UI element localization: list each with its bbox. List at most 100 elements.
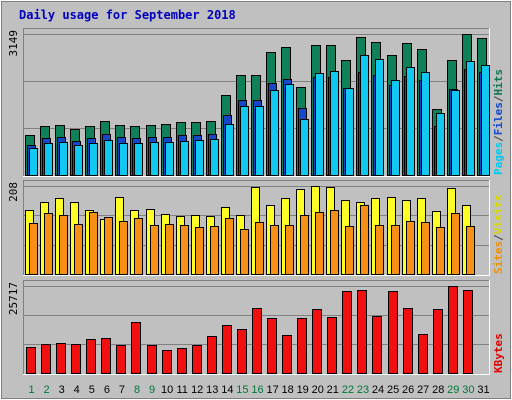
bar-sites-day-28 bbox=[436, 227, 445, 275]
bar-pages-day-21 bbox=[330, 71, 339, 176]
bar-kbytes-day-4 bbox=[71, 344, 81, 374]
bar-pages-day-10 bbox=[165, 142, 174, 176]
bar-kbytes-day-5 bbox=[86, 339, 96, 374]
day-label-23: 23 bbox=[357, 384, 369, 396]
bar-sites-day-18 bbox=[285, 225, 294, 275]
max-value-label: 25717 bbox=[7, 282, 20, 315]
bar-sites-day-13 bbox=[210, 226, 219, 275]
day-label-19: 19 bbox=[297, 384, 309, 396]
day-label-1: 1 bbox=[28, 384, 34, 396]
legend-entry: KBytes bbox=[492, 333, 505, 373]
bar-sites-day-27 bbox=[421, 222, 430, 275]
legend-entry: Files bbox=[492, 102, 505, 135]
bar-sites-day-4 bbox=[74, 224, 83, 275]
bar-pages-day-8 bbox=[134, 143, 143, 176]
bar-pages-day-25 bbox=[391, 80, 400, 176]
day-label-21: 21 bbox=[327, 384, 339, 396]
bar-sites-day-11 bbox=[180, 225, 189, 275]
bar-pages-day-1 bbox=[29, 148, 38, 176]
day-label-25: 25 bbox=[387, 384, 399, 396]
bar-sites-day-23 bbox=[360, 205, 369, 275]
day-label-18: 18 bbox=[281, 384, 293, 396]
legend-entry: Hits bbox=[492, 69, 505, 96]
bar-kbytes-day-9 bbox=[147, 345, 157, 374]
bar-pages-day-26 bbox=[406, 67, 415, 176]
panel-2: 208 Sites/Visits bbox=[7, 180, 505, 276]
bar-sites-day-7 bbox=[119, 221, 128, 275]
bar-kbytes-day-29 bbox=[448, 286, 458, 374]
bar-kbytes-day-8 bbox=[131, 322, 141, 374]
bar-sites-day-5 bbox=[89, 212, 98, 275]
bar-pages-day-4 bbox=[74, 145, 83, 176]
bar-kbytes-day-10 bbox=[162, 350, 172, 374]
bar-kbytes-day-6 bbox=[101, 338, 111, 374]
bar-kbytes-day-12 bbox=[192, 345, 202, 374]
bar-pages-day-9 bbox=[150, 142, 159, 176]
day-label-6: 6 bbox=[104, 384, 110, 396]
bar-pages-day-29 bbox=[451, 90, 460, 176]
bar-pages-day-23 bbox=[360, 55, 369, 176]
bar-sites-day-19 bbox=[300, 215, 309, 275]
legend-entry: Sites bbox=[492, 241, 505, 274]
bar-sites-day-9 bbox=[150, 225, 159, 275]
legend-entry: / bbox=[492, 95, 505, 102]
bar-kbytes-day-15 bbox=[237, 329, 247, 374]
bar-pages-day-5 bbox=[89, 143, 98, 176]
bar-pages-day-20 bbox=[315, 73, 324, 176]
bar-pages-day-15 bbox=[240, 106, 249, 176]
bar-pages-day-16 bbox=[255, 106, 264, 176]
day-label-8: 8 bbox=[134, 384, 140, 396]
day-label-14: 14 bbox=[221, 384, 233, 396]
bar-kbytes-day-19 bbox=[297, 318, 307, 374]
bar-sites-day-10 bbox=[165, 224, 174, 275]
day-label-10: 10 bbox=[161, 384, 173, 396]
day-label-20: 20 bbox=[312, 384, 324, 396]
bar-sites-day-30 bbox=[466, 226, 475, 275]
day-label-15: 15 bbox=[236, 384, 248, 396]
bar-pages-day-6 bbox=[104, 140, 113, 176]
bar-pages-day-3 bbox=[59, 142, 68, 176]
bar-kbytes-day-24 bbox=[372, 316, 382, 374]
day-label-3: 3 bbox=[59, 384, 65, 396]
bar-sites-day-15 bbox=[240, 229, 249, 275]
day-label-11: 11 bbox=[176, 384, 187, 396]
bar-pages-day-12 bbox=[195, 140, 204, 176]
bar-sites-day-21 bbox=[330, 210, 339, 275]
day-label-2: 2 bbox=[44, 384, 50, 396]
bar-kbytes-day-16 bbox=[252, 308, 262, 374]
legend-entry: Pages bbox=[492, 142, 505, 175]
bar-pages-day-27 bbox=[421, 72, 430, 176]
bar-pages-day-24 bbox=[375, 59, 384, 176]
bar-kbytes-day-28 bbox=[433, 309, 443, 374]
bar-pages-day-13 bbox=[210, 139, 219, 176]
bar-kbytes-day-30 bbox=[463, 290, 473, 374]
day-label-13: 13 bbox=[206, 384, 218, 396]
day-label-26: 26 bbox=[402, 384, 414, 396]
bar-pages-day-28 bbox=[436, 113, 445, 176]
bar-sites-day-29 bbox=[451, 213, 460, 275]
bar-kbytes-day-1 bbox=[26, 347, 36, 374]
bar-kbytes-day-26 bbox=[403, 308, 413, 374]
bar-sites-day-8 bbox=[134, 218, 143, 275]
bar-pages-day-18 bbox=[285, 84, 294, 176]
day-label-16: 16 bbox=[251, 384, 263, 396]
bar-sites-day-20 bbox=[315, 212, 324, 275]
panel-legend: Sites/Visits bbox=[492, 195, 505, 275]
bar-kbytes-day-20 bbox=[312, 309, 322, 374]
day-label-4: 4 bbox=[74, 384, 80, 396]
day-label-17: 17 bbox=[266, 384, 278, 396]
bar-kbytes-day-25 bbox=[388, 291, 398, 374]
bar-pages-day-7 bbox=[119, 143, 128, 176]
bar-kbytes-day-11 bbox=[177, 348, 187, 374]
day-axis: 1 2 3 4 5 6 7 8 9 10 11 12 13 14 15 16 17 18 19 20 21 22 23 24 2… bbox=[28, 384, 489, 396]
bar-pages-day-14 bbox=[225, 124, 234, 176]
day-label-5: 5 bbox=[89, 384, 95, 396]
day-label-24: 24 bbox=[372, 384, 384, 396]
bar-sites-day-22 bbox=[345, 226, 354, 275]
bar-pages-day-2 bbox=[44, 143, 53, 176]
bar-sites-day-1 bbox=[29, 223, 38, 275]
panel-3: 25717 KBytes bbox=[7, 280, 505, 375]
day-label-28: 28 bbox=[432, 384, 444, 396]
